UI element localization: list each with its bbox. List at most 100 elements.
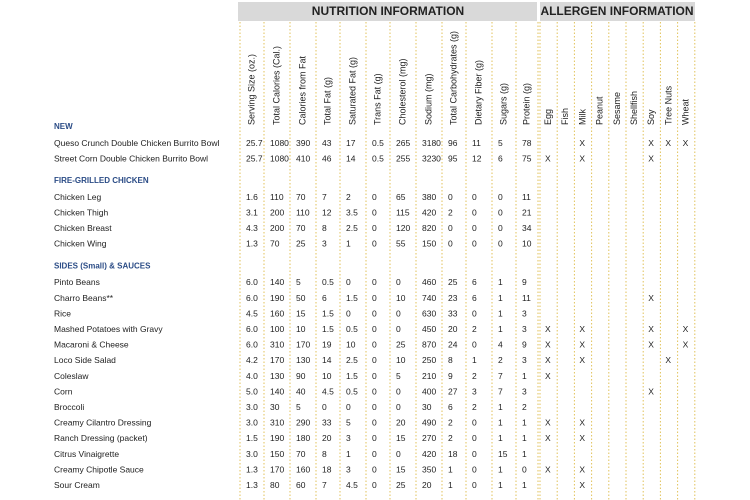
nutrition-value: 0 [472, 207, 477, 217]
nutrition-value: 2 [472, 324, 477, 334]
nutrition-value: 70 [270, 239, 280, 249]
nutrition-value: 0 [372, 449, 377, 459]
nutrition-value: 0 [322, 402, 327, 412]
nutrition-value: 140 [270, 277, 284, 287]
nutrition-value: 490 [422, 418, 436, 428]
item-name: Rice [54, 308, 71, 318]
allergen-mark: X [648, 324, 654, 334]
allergen-mark: X [545, 324, 551, 334]
nutrition-value: 4.5 [346, 480, 358, 490]
nutrition-value: 2 [448, 207, 453, 217]
nutrition-value: 3 [522, 355, 527, 365]
nutrition-value: 27 [448, 386, 458, 396]
nutrition-value: 1.5 [322, 324, 334, 334]
nutrition-value: 3 [346, 464, 351, 474]
nutrition-value: 1 [498, 308, 503, 318]
nutrition-value: 310 [270, 340, 284, 350]
nutrition-value: 9 [448, 371, 453, 381]
allergen-mark: X [648, 138, 654, 148]
item-name: Creamy Chipotle Sauce [54, 464, 144, 474]
nutrition-value: 200 [270, 207, 284, 217]
nutrition-value: 18 [322, 464, 332, 474]
nutrition-value: 0 [472, 308, 477, 318]
nutrition-value: 170 [270, 464, 284, 474]
nutrition-value: 390 [296, 138, 310, 148]
column-header: Peanut [595, 96, 605, 125]
nutrition-value: 3.0 [246, 418, 258, 428]
allergen-mark: X [579, 480, 585, 490]
nutrition-value: 0 [372, 340, 377, 350]
nutrition-value: 1 [522, 449, 527, 459]
allergen-mark: X [545, 371, 551, 381]
allergen-mark: X [665, 355, 671, 365]
column-header: Saturated Fat (g) [347, 57, 357, 125]
nutrition-value: 180 [296, 433, 310, 443]
allergen-mark: X [648, 293, 654, 303]
allergen-title: ALLERGEN INFORMATION [540, 4, 693, 18]
nutrition-header-bar [238, 2, 537, 21]
nutrition-value: 2.5 [346, 223, 358, 233]
allergen-mark: X [579, 153, 585, 163]
nutrition-value: 4.0 [246, 371, 258, 381]
nutrition-value: 3 [522, 386, 527, 396]
nutrition-value: 65 [396, 192, 406, 202]
nutrition-value: 25.7 [246, 138, 263, 148]
allergen-mark: X [579, 340, 585, 350]
nutrition-value: 270 [422, 433, 436, 443]
nutrition-value: 3.5 [346, 207, 358, 217]
nutrition-value: 6.0 [246, 324, 258, 334]
nutrition-value: 0.5 [322, 277, 334, 287]
allergen-mark: X [683, 340, 689, 350]
nutrition-value: 1 [522, 371, 527, 381]
allergen-mark: X [683, 138, 689, 148]
nutrition-value: 3180 [422, 138, 441, 148]
nutrition-value: 0 [372, 324, 377, 334]
nutrition-value: 1 [498, 418, 503, 428]
nutrition-value: 0 [448, 192, 453, 202]
nutrition-value: 160 [296, 464, 310, 474]
nutrition-value: 78 [522, 138, 532, 148]
nutrition-value: 90 [296, 371, 306, 381]
nutrition-value: 140 [270, 386, 284, 396]
column-header: Sesame [612, 92, 622, 125]
nutrition-value: 3.1 [246, 207, 258, 217]
nutrition-value: 20 [396, 418, 406, 428]
nutrition-value: 10 [396, 355, 406, 365]
nutrition-value: 0 [372, 418, 377, 428]
nutrition-value: 10 [296, 324, 306, 334]
nutrition-value: 0 [396, 308, 401, 318]
nutrition-value: 0 [498, 207, 503, 217]
nutrition-value: 0 [498, 239, 503, 249]
nutrition-value: 40 [296, 386, 306, 396]
nutrition-value: 0 [472, 480, 477, 490]
nutrition-value: 2 [448, 418, 453, 428]
nutrition-value: 115 [396, 207, 410, 217]
nutrition-value: 3.0 [246, 449, 258, 459]
item-name: Chicken Thigh [54, 207, 108, 217]
column-header: Sugars (g) [498, 83, 508, 125]
nutrition-value: 4.5 [322, 386, 334, 396]
nutrition-value: 70 [296, 449, 306, 459]
nutrition-value: 10 [322, 371, 332, 381]
column-header: Total Calories (Cal.) [271, 46, 281, 125]
nutrition-value: 15 [396, 464, 406, 474]
column-header: Trans Fat (g) [372, 73, 382, 125]
nutrition-value: 0 [472, 449, 477, 459]
nutrition-value: 8 [322, 449, 327, 459]
nutrition-value: 0 [372, 308, 377, 318]
nutrition-value: 3230 [422, 153, 441, 163]
column-header: Tree Nuts [663, 85, 673, 125]
nutrition-value: 0 [346, 308, 351, 318]
nutrition-value: 3 [522, 308, 527, 318]
nutrition-value: 0 [498, 192, 503, 202]
nutrition-value: 190 [270, 433, 284, 443]
nutrition-value: 1 [522, 418, 527, 428]
nutrition-value: 0 [372, 223, 377, 233]
nutrition-value: 460 [422, 277, 436, 287]
column-header: Soy [646, 109, 656, 125]
item-name: Citrus Vinaigrette [54, 449, 119, 459]
nutrition-value: 160 [270, 308, 284, 318]
nutrition-value: 0 [372, 355, 377, 365]
nutrition-value: 0 [472, 464, 477, 474]
nutrition-value: 0 [372, 192, 377, 202]
